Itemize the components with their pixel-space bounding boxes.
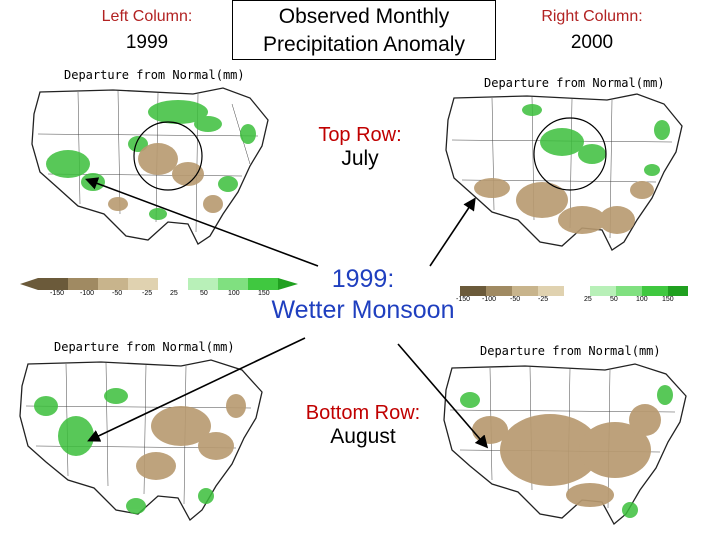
legend-left-tick: 50 [200,290,208,297]
usa-map-top-right [445,93,683,251]
map-1999-july: Departure from Normal(mm) [18,64,288,264]
legend-left-tick: -150 [50,290,65,297]
left-column-label: Left Column: [101,8,193,25]
title-line-2: Precipitation Anomaly [263,33,465,56]
right-column-year: 2000 [570,32,614,53]
legend-left-tick: 100 [228,290,240,297]
usa-map-top-left [31,87,269,245]
legend-right-tick: -150 [456,296,471,303]
legend-right: -150 -100 -50 -25 25 50 100 150 [448,286,688,305]
title-line-1: Observed Monthly [278,5,450,28]
legend-right-tick: 100 [636,296,648,303]
legend-right-tick: -50 [510,296,521,303]
top-row-callout: Top Row: July [300,124,420,171]
usa-map-bottom-left [19,359,263,522]
map-legend-title: Departure from Normal(mm) [480,344,661,358]
legend-left-tick: -100 [80,290,95,297]
usa-map-bottom-right [443,363,687,526]
map-legend-title: Departure from Normal(mm) [64,68,245,82]
monsoon-year: 1999: [331,265,395,293]
map-2000-august: Departure from Normal(mm) [430,340,710,540]
legend-right-tick: 25 [584,296,592,303]
top-row-month: July [341,147,379,170]
legend-right-tick: -25 [538,296,549,303]
legend-left: -150 -100 -50 -25 25 50 100 150 [20,276,298,303]
legend-left-tick: -50 [112,290,123,297]
left-column-year: 1999 [125,32,169,53]
slide-title: Observed Monthly Precipitation Anomaly [232,0,496,60]
legend-left-bar [20,278,298,290]
map-2000-july: Departure from Normal(mm) [432,70,702,270]
monsoon-callout: 1999: Wetter Monsoon [250,264,476,326]
legend-right-tick: 150 [662,296,674,303]
map-1999-august: Departure from Normal(mm) [6,336,286,536]
bottom-row-month: August [330,425,396,448]
legend-left-tick: 25 [170,290,178,297]
monsoon-text: Wetter Monsoon [271,296,455,324]
legend-right-bar [448,286,688,296]
legend-left-tick: 150 [258,290,270,297]
legend-right-tick: -100 [482,296,497,303]
bottom-row-label: Bottom Row: [305,402,421,424]
map-legend-title: Departure from Normal(mm) [54,340,235,354]
right-column-label: Right Column: [541,8,643,25]
map-legend-title: Departure from Normal(mm) [484,76,665,90]
bottom-row-callout: Bottom Row: August [292,402,434,449]
legend-right-tick: 50 [610,296,618,303]
top-row-label: Top Row: [318,124,402,146]
legend-left-tick: -25 [142,290,153,297]
